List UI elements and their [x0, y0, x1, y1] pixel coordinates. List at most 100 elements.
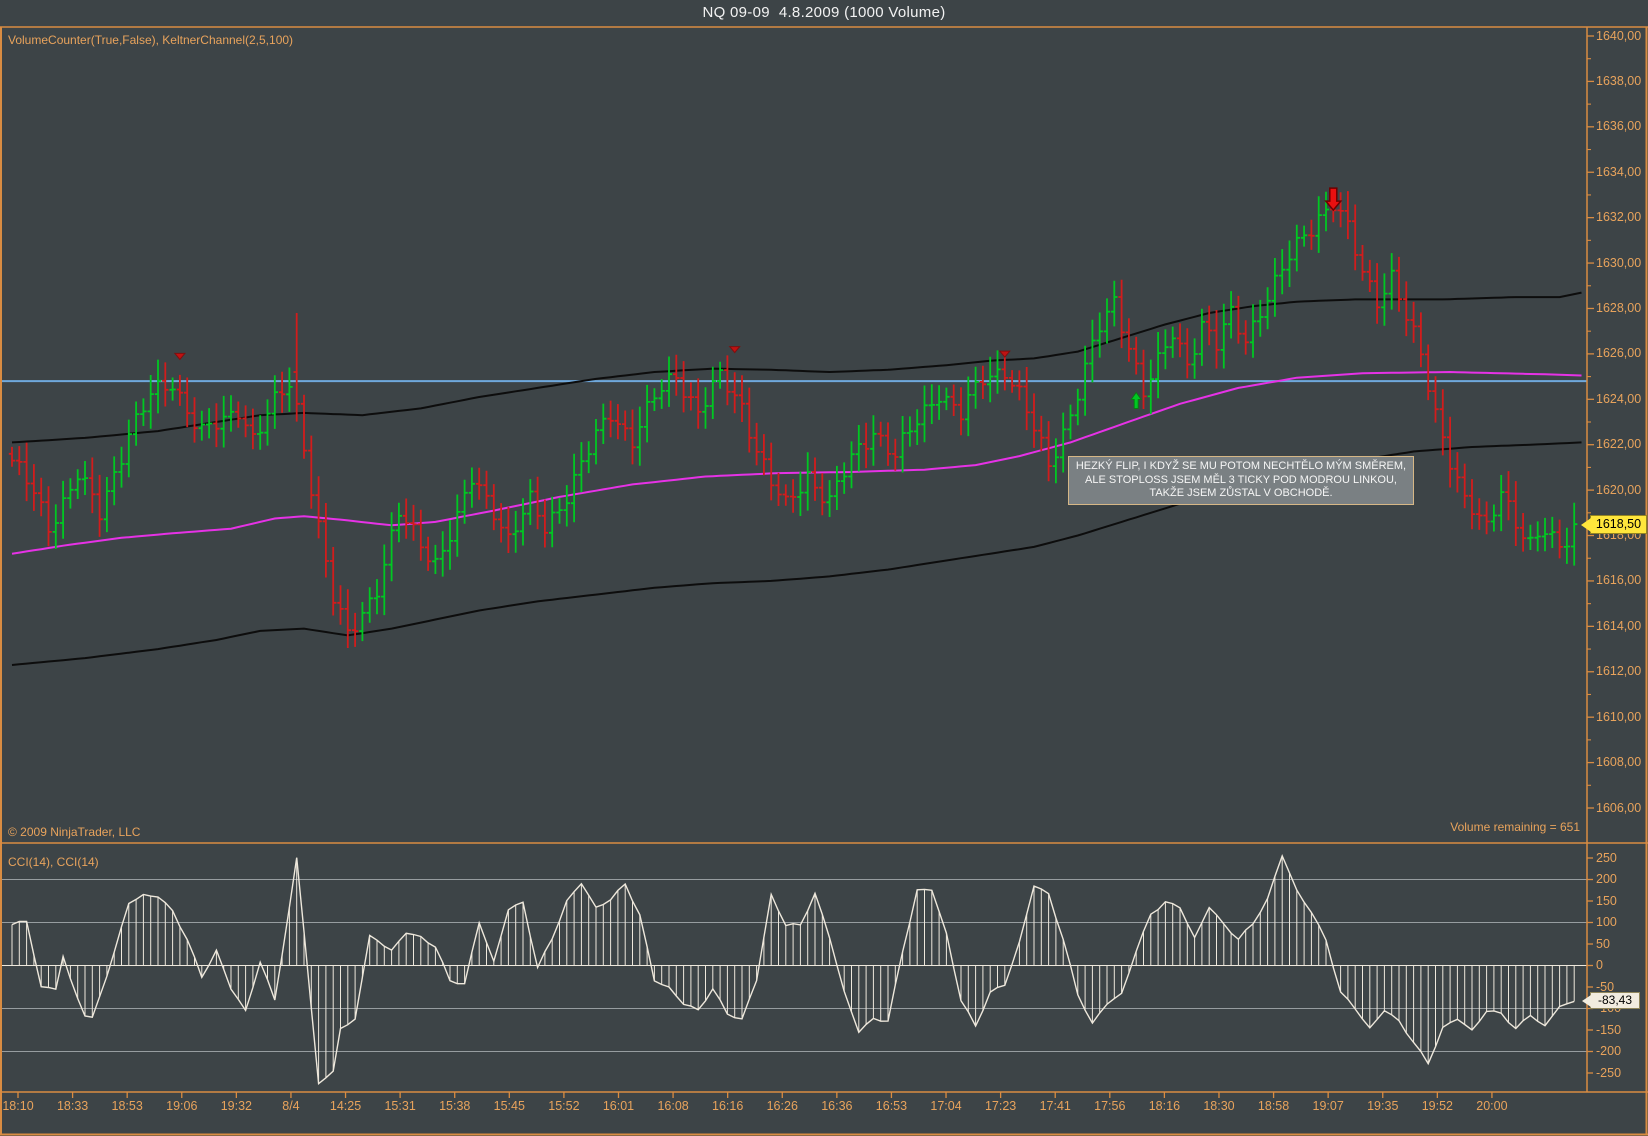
price-axis-tick-label: 1616,00	[1596, 573, 1642, 588]
price-bar	[709, 366, 716, 419]
annotation-line: TAKŽE JSEM ZŮSTAL V OBCHODĚ.	[1149, 487, 1333, 499]
cci-axis-tick-label: -50	[1596, 979, 1615, 994]
price-bar	[1133, 336, 1140, 375]
price-bar	[103, 477, 111, 533]
price-bar	[1556, 519, 1563, 559]
price-bar	[140, 398, 147, 426]
price-bar	[760, 434, 768, 476]
time-axis-tick-label: 19:07	[1312, 1099, 1344, 1113]
price-bar	[1176, 323, 1184, 358]
price-bar	[680, 361, 687, 413]
price-bar	[505, 506, 512, 553]
down-triangle-marker[interactable]	[173, 352, 186, 361]
price-bar	[1008, 370, 1016, 393]
price-bar	[1016, 370, 1023, 401]
time-axis-tick-label: 8/4	[282, 1099, 300, 1113]
price-bar	[950, 384, 957, 416]
time-axis-tick-label: 16:01	[602, 1099, 635, 1113]
price-axis-tick-label: 1624,00	[1596, 391, 1642, 406]
price-bar	[191, 397, 198, 443]
price-bar	[1505, 471, 1512, 521]
down-triangle-marker[interactable]	[728, 346, 741, 354]
price-bar	[884, 422, 892, 466]
price-bar	[1541, 517, 1549, 552]
price-axis-tick-label: 1636,00	[1596, 119, 1642, 134]
price-bar	[1045, 421, 1052, 482]
price-bar	[81, 461, 89, 495]
price-axis-tick-label: 1610,00	[1596, 709, 1642, 724]
price-bar	[782, 484, 789, 506]
price-bar	[1286, 240, 1293, 287]
price-bar	[855, 425, 862, 472]
price-bar	[1052, 438, 1060, 484]
price-bar	[1264, 287, 1271, 330]
price-bar	[1111, 280, 1118, 327]
price-axis-tick-label: 1606,00	[1596, 800, 1642, 815]
price-bar	[1439, 389, 1446, 456]
price-bar	[1184, 328, 1191, 379]
price-bar	[395, 502, 403, 543]
price-bar	[658, 379, 665, 409]
price-bar	[914, 409, 921, 445]
price-axis-tick-label: 1632,00	[1596, 210, 1642, 225]
price-bar	[556, 497, 563, 524]
price-bar	[147, 375, 154, 429]
price-bar	[1162, 329, 1169, 370]
price-bar	[943, 387, 950, 411]
price-bar	[257, 415, 264, 450]
price-bar	[1417, 312, 1425, 368]
price-bar	[819, 473, 826, 516]
cci-axis-tick-label: 100	[1596, 915, 1617, 929]
price-bar	[1344, 191, 1352, 240]
price-bar	[344, 589, 351, 648]
price-bar	[512, 510, 519, 553]
down-triangle-marker[interactable]	[998, 350, 1011, 358]
time-axis-tick-label: 15:31	[384, 1099, 416, 1113]
price-bar	[1038, 415, 1045, 452]
trade-annotation-note[interactable]: HEZKÝ FLIP, I KDYŽ SE MU POTOM NECHTĚLO …	[1068, 456, 1414, 505]
price-bar	[563, 485, 570, 527]
annotation-line: ALE STOPLOSS JSEM MĚL 3 TICKY POD MODROU…	[1085, 473, 1397, 486]
time-axis-tick-label: 17:23	[984, 1099, 1017, 1113]
price-bar	[870, 415, 877, 466]
price-bar	[1220, 303, 1227, 369]
price-bar	[928, 384, 935, 424]
price-bar	[249, 408, 257, 450]
price-bar	[592, 419, 600, 465]
time-axis-tick-label: 19:52	[1421, 1099, 1453, 1113]
price-axis-tick-label: 1638,00	[1596, 73, 1642, 88]
price-bar	[665, 356, 673, 407]
price-bar	[892, 438, 899, 471]
price-bar	[52, 504, 59, 549]
price-bar	[1461, 463, 1468, 509]
price-bar	[16, 446, 23, 476]
up-arrow-marker[interactable]	[1130, 391, 1143, 409]
price-bar	[1293, 224, 1300, 272]
price-bar	[994, 350, 1001, 394]
price-bar	[242, 405, 249, 438]
price-bar	[1060, 412, 1067, 473]
price-bar	[614, 404, 622, 440]
price-bar	[1198, 308, 1206, 366]
price-bar	[1468, 479, 1476, 530]
price-bar	[96, 474, 103, 537]
price-bar	[278, 371, 286, 413]
big-down-arrow-marker[interactable]	[1324, 187, 1343, 212]
price-bar	[935, 385, 943, 420]
price-bar	[687, 382, 695, 411]
price-bar	[417, 509, 424, 561]
price-bar	[1118, 279, 1125, 349]
price-bar	[74, 469, 81, 499]
price-bar	[578, 442, 585, 493]
price-bar	[1395, 256, 1403, 312]
price-bar	[1067, 404, 1074, 440]
price-bar	[746, 387, 753, 453]
price-bar	[220, 395, 227, 448]
price-bar	[585, 441, 592, 474]
price-bar	[235, 401, 242, 428]
price-bar	[1549, 516, 1556, 548]
price-bar	[1410, 301, 1417, 343]
price-bar	[1563, 527, 1571, 564]
price-bar	[979, 365, 987, 399]
